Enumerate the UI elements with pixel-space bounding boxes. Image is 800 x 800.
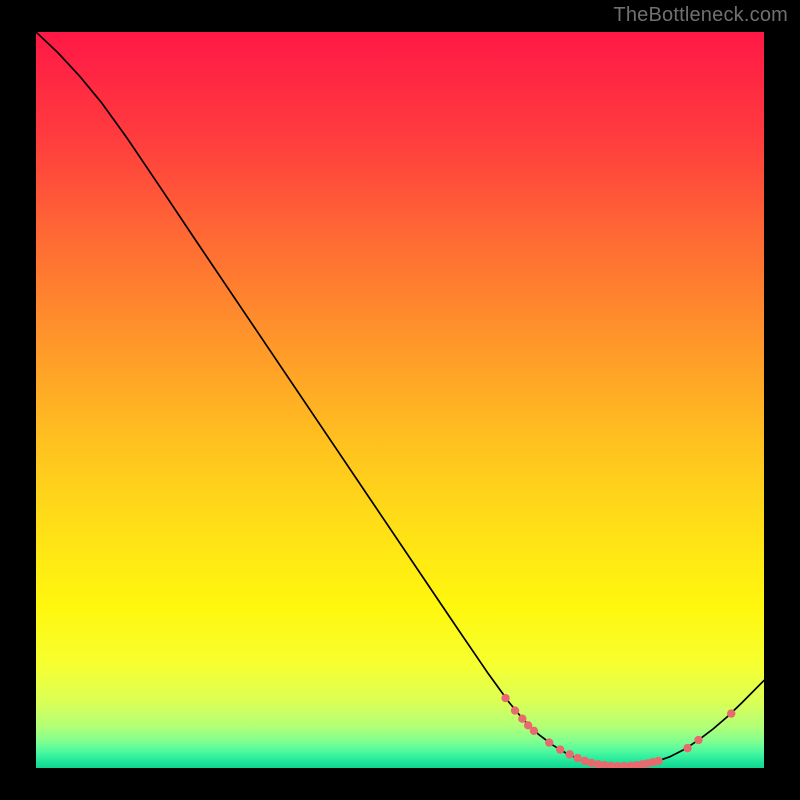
data-point xyxy=(727,709,735,717)
data-point xyxy=(556,745,564,753)
gradient-background xyxy=(36,32,764,768)
data-point xyxy=(545,738,553,746)
data-point xyxy=(573,754,581,762)
data-point xyxy=(694,736,702,744)
data-point xyxy=(518,714,526,722)
data-point xyxy=(511,706,519,714)
chart-container: TheBottleneck.com xyxy=(0,0,800,800)
data-point xyxy=(501,694,509,702)
data-point xyxy=(565,750,573,758)
chart-svg xyxy=(36,32,764,768)
data-point xyxy=(530,727,538,735)
watermark-text: TheBottleneck.com xyxy=(613,4,788,27)
data-point xyxy=(654,757,662,765)
data-point xyxy=(683,744,691,752)
plot-area xyxy=(36,32,764,768)
